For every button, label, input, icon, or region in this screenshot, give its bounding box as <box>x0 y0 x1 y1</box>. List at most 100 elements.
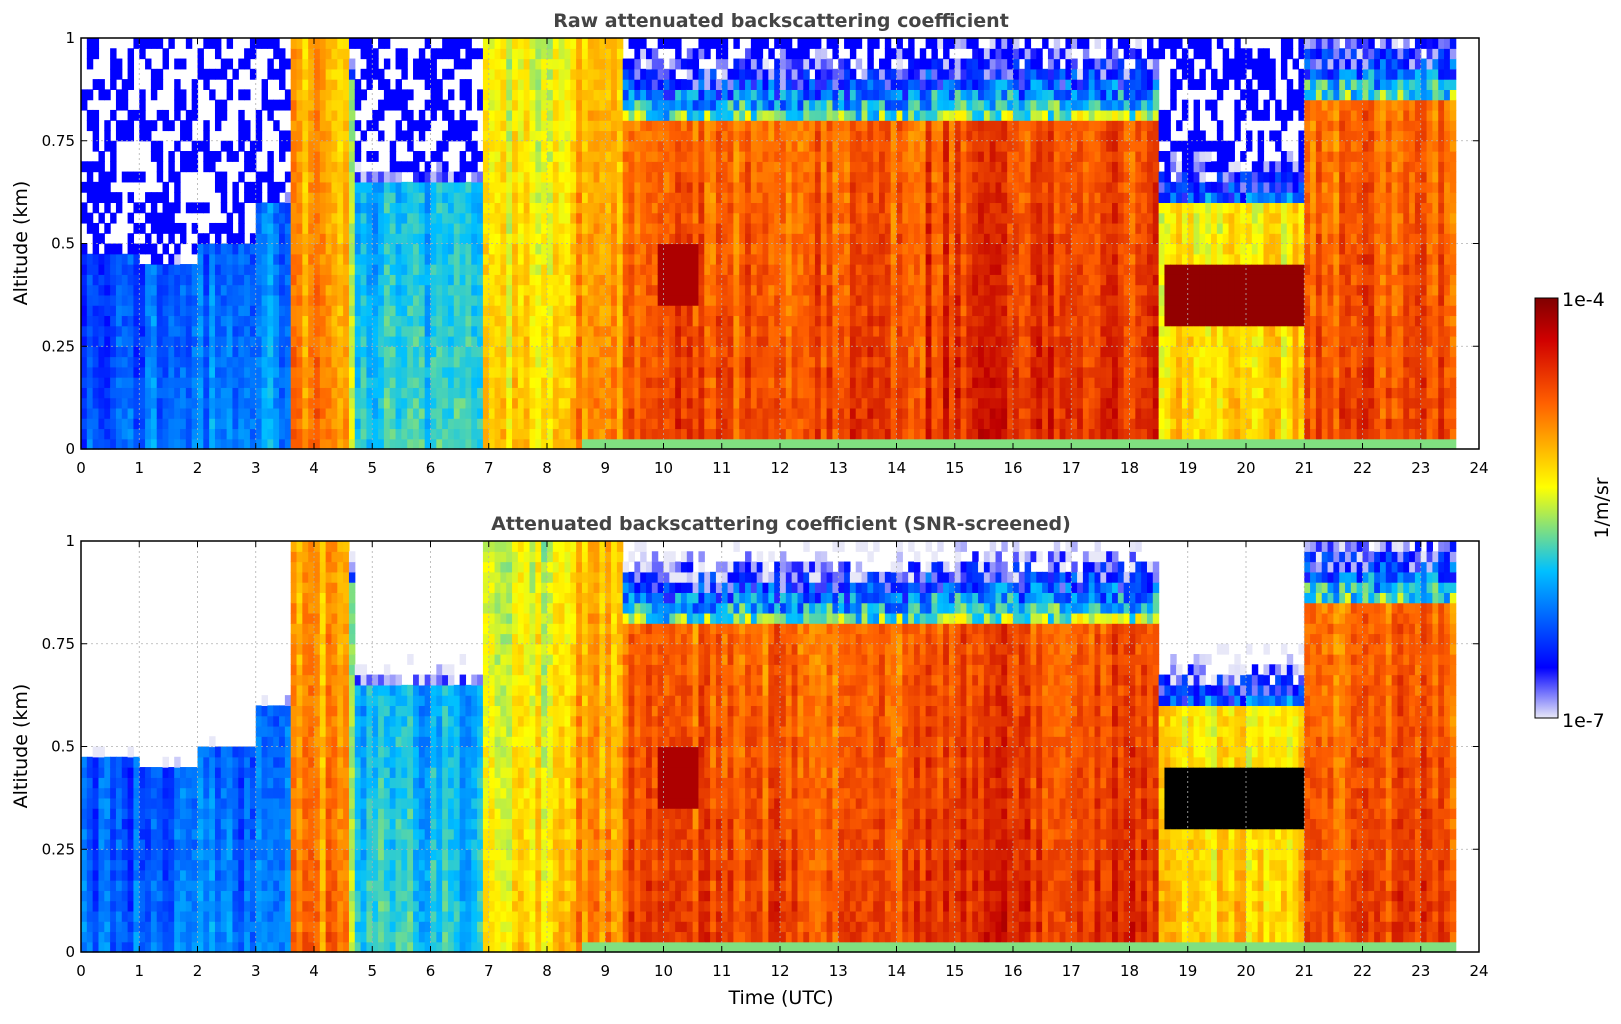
heatmap-cell <box>389 294 397 306</box>
heatmap-cell <box>628 397 635 409</box>
heatmap-cell <box>547 264 554 275</box>
heatmap-cell <box>756 294 764 306</box>
heatmap-cell <box>780 68 787 80</box>
heatmap-cell <box>279 335 286 347</box>
heatmap-cell <box>488 243 496 255</box>
heatmap-cell <box>768 120 775 132</box>
heatmap-cell <box>756 109 764 121</box>
heatmap-cell <box>634 274 641 286</box>
heatmap-cell <box>127 253 135 265</box>
heatmap-cell <box>337 274 344 286</box>
heatmap-cell <box>797 140 804 152</box>
heatmap-cell <box>855 38 863 49</box>
heatmap-cell <box>418 181 426 193</box>
heatmap-cell <box>535 305 542 317</box>
heatmap-cell <box>529 38 536 49</box>
heatmap-cell <box>453 366 461 378</box>
heatmap-cell <box>616 243 624 255</box>
heatmap-cell <box>418 335 426 347</box>
heatmap-cell <box>745 222 752 234</box>
heatmap-cell <box>308 109 315 121</box>
heatmap-cell <box>739 325 746 337</box>
heatmap-cell <box>104 418 111 430</box>
heatmap-cell <box>791 284 799 296</box>
heatmap-cell <box>564 315 571 327</box>
heatmap-cell <box>587 38 595 49</box>
heatmap-cell <box>809 171 816 183</box>
heatmap-cell <box>733 335 740 347</box>
heatmap-cell <box>331 325 338 337</box>
heatmap-cell <box>115 377 123 388</box>
heatmap-cell <box>488 325 496 337</box>
heatmap-cell <box>354 161 362 173</box>
heatmap-cell <box>482 418 490 430</box>
heatmap-cell <box>517 294 525 306</box>
heatmap-cell <box>360 48 368 60</box>
heatmap-cell <box>552 264 560 275</box>
heatmap-cell <box>756 171 764 183</box>
heatmap-cell <box>698 305 705 317</box>
heatmap-cell <box>92 284 100 296</box>
heatmap-cell <box>844 181 851 193</box>
heatmap-cell <box>442 140 449 152</box>
heatmap-cell <box>838 418 845 430</box>
heatmap-cell <box>249 151 257 162</box>
heatmap-cell <box>337 161 344 173</box>
heatmap-cell <box>529 325 536 337</box>
heatmap-cell <box>284 356 292 368</box>
heatmap-cell <box>174 89 181 101</box>
heatmap-cell <box>820 151 828 162</box>
heatmap-cell <box>762 130 769 142</box>
heatmap-cell <box>593 89 601 101</box>
heatmap-cell <box>651 202 659 214</box>
heatmap-cell <box>238 171 245 183</box>
heatmap-cell <box>616 315 624 327</box>
heatmap-cell <box>844 284 851 296</box>
heatmap-cell <box>558 428 566 440</box>
heatmap-cell <box>296 428 303 440</box>
heatmap-cell <box>832 212 839 224</box>
heatmap-cell <box>482 120 490 132</box>
heatmap-cell <box>279 222 286 234</box>
heatmap-cell <box>628 89 635 101</box>
heatmap-cell <box>302 428 309 440</box>
heatmap-cell <box>214 38 222 49</box>
heatmap-cell <box>570 161 577 173</box>
heatmap-cell <box>512 181 519 193</box>
heatmap-cell <box>139 222 146 234</box>
heatmap-cell <box>611 243 618 255</box>
heatmap-cell <box>314 99 321 111</box>
heatmap-cell <box>710 161 717 173</box>
heatmap-cell <box>698 325 705 337</box>
heatmap-cell <box>686 99 694 111</box>
heatmap-cell <box>290 294 298 306</box>
heatmap-cell <box>98 366 105 378</box>
heatmap-cell <box>640 397 647 409</box>
heatmap-cell <box>663 407 670 419</box>
heatmap-cell <box>471 428 478 440</box>
heatmap-cell <box>762 428 769 440</box>
heatmap-cell <box>605 48 612 60</box>
heatmap-cell <box>145 407 152 419</box>
heatmap-cell <box>611 202 618 214</box>
heatmap-cell <box>296 366 303 378</box>
heatmap-cell <box>686 407 694 419</box>
heatmap-cell <box>762 222 769 234</box>
heatmap-cell <box>197 325 204 337</box>
heatmap-cell <box>599 202 606 214</box>
heatmap-cell <box>191 274 199 286</box>
heatmap-cell <box>675 222 682 234</box>
heatmap-cell <box>762 346 769 358</box>
heatmap-cell <box>209 366 216 378</box>
heatmap-cell <box>424 284 432 296</box>
heatmap-cell <box>809 325 816 337</box>
heatmap-cell <box>86 38 94 49</box>
heatmap-cell <box>81 387 88 399</box>
heatmap-cell <box>680 387 688 399</box>
heatmap-cell <box>616 397 624 409</box>
heatmap-cell <box>785 428 793 440</box>
heatmap-cell <box>820 397 828 409</box>
heatmap-cell <box>797 181 804 193</box>
heatmap-cell <box>115 274 123 286</box>
heatmap-cell <box>547 58 554 70</box>
